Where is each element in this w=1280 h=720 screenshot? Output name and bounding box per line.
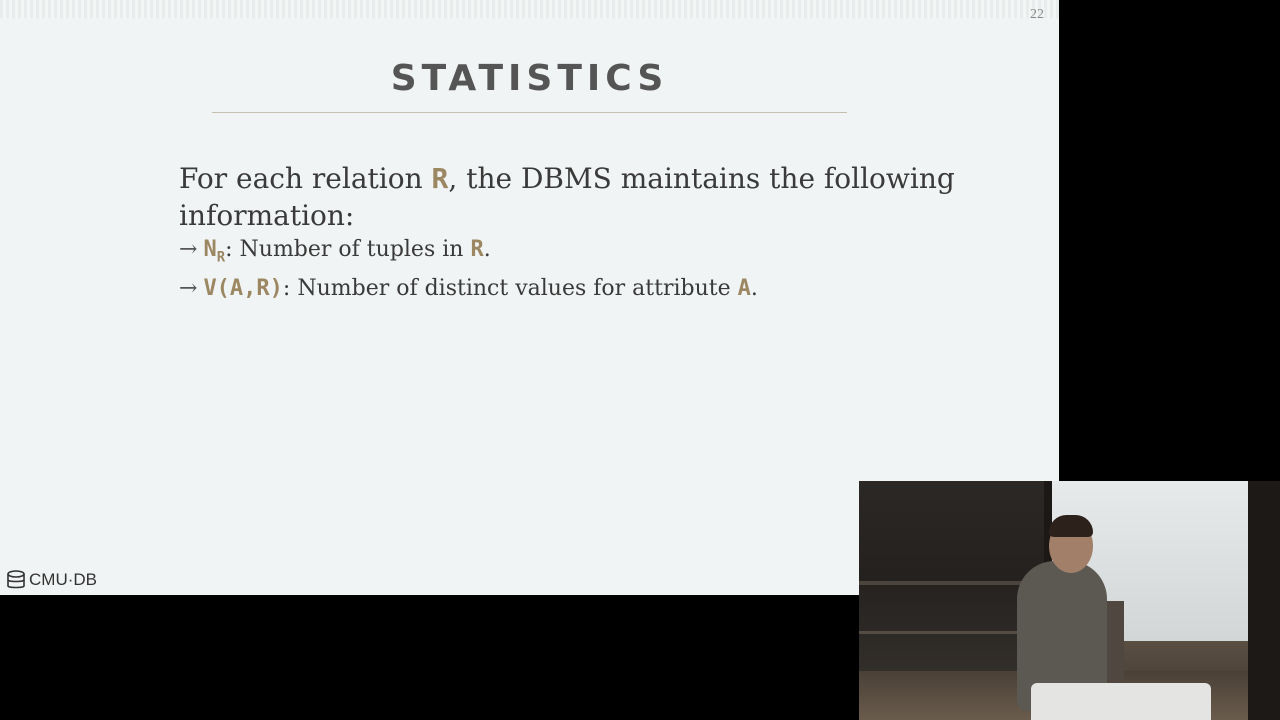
intro-text: For each relation R, the DBMS maintains … xyxy=(179,160,979,234)
term-n-subscript: R xyxy=(216,249,226,266)
term-n: N xyxy=(203,237,217,262)
bullet-item-tuples: → NR: Number of tuples in R. xyxy=(179,234,979,273)
intro-part1: For each relation xyxy=(179,162,432,195)
laptop xyxy=(1031,683,1211,720)
bullet-item-distinct-values: → V(A,R): Number of distinct values for a… xyxy=(179,273,979,305)
bullet-text: : Number of distinct values for attribut… xyxy=(282,276,738,302)
bullet-ref: R xyxy=(470,237,484,262)
slide-top-bar xyxy=(0,0,1059,18)
slide-body: For each relation R, the DBMS maintains … xyxy=(179,160,979,305)
chalkboard-rail xyxy=(859,631,1044,634)
database-icon xyxy=(7,570,25,589)
webcam-edge xyxy=(1248,481,1280,720)
term-v: V(A,R) xyxy=(203,276,283,302)
logo-text: CMU·DB xyxy=(29,570,97,589)
presenter-hair xyxy=(1049,515,1093,537)
intro-part2: , the DBMS maintains the following infor… xyxy=(179,162,955,232)
cmu-db-logo: CMU·DB xyxy=(6,570,97,590)
arrow-icon: → xyxy=(179,237,198,262)
relation-symbol: R xyxy=(431,162,449,195)
bullet-end: . xyxy=(750,276,758,302)
bullet-ref: A xyxy=(737,276,751,302)
arrow-icon: → xyxy=(179,276,198,302)
bullet-end: . xyxy=(483,237,491,262)
chalkboard-rail xyxy=(859,581,1044,585)
webcam-feed xyxy=(859,481,1280,720)
slide-title: STATISTICS xyxy=(390,58,669,99)
bullet-text: : Number of tuples in xyxy=(225,237,471,262)
slide-number: 22 xyxy=(1030,7,1044,22)
slide: 22 STATISTICS For each relation R, the D… xyxy=(0,0,1059,595)
title-divider xyxy=(212,112,847,113)
